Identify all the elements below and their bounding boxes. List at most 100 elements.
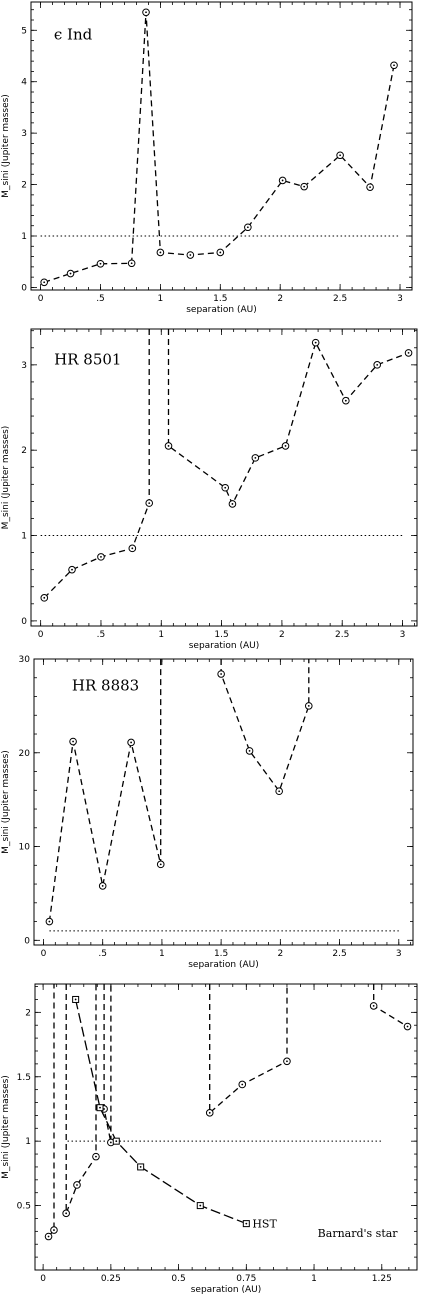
- data-point-dot: [344, 399, 347, 402]
- data-point-dot: [53, 1229, 55, 1231]
- data-point-dot: [72, 740, 74, 743]
- series-label-hst: HST: [252, 1218, 277, 1231]
- y-tick-label: 30: [19, 655, 31, 665]
- data-point-dot: [65, 1212, 68, 1215]
- y-tick-label: 2: [21, 446, 27, 456]
- data-point-dot: [43, 281, 46, 284]
- data-point-dot: [286, 1060, 288, 1063]
- data-point-dot: [115, 1140, 118, 1143]
- x-tick-label: 0.25: [101, 1274, 121, 1284]
- data-point-dot: [407, 351, 410, 354]
- panel-star-label: HR 8501: [54, 351, 121, 369]
- x-tick-label: 2.5: [335, 630, 349, 640]
- x-tick-label: 0.75: [236, 1274, 256, 1284]
- data-point-dot: [246, 226, 249, 229]
- y-tick-label: 0: [21, 283, 27, 293]
- y-tick-label: 0: [24, 936, 30, 946]
- series-line-segment: [65, 984, 97, 1214]
- data-point-dot: [254, 456, 257, 459]
- y-tick-label: 2: [21, 181, 27, 191]
- y-tick-label: 20: [19, 749, 31, 759]
- data-point-dot: [199, 1204, 202, 1207]
- series-line-segment: [43, 12, 395, 283]
- data-point-dot: [307, 704, 310, 707]
- data-point-dot: [139, 1166, 142, 1168]
- data-point-dot: [241, 1083, 244, 1086]
- y-tick-label: 3: [21, 361, 27, 371]
- x-axis-title: separation (AU): [188, 960, 259, 970]
- data-point-dot: [159, 863, 162, 866]
- y-tick-label: 0.5: [17, 1202, 31, 1212]
- data-point-dot: [71, 568, 73, 571]
- data-point-dot: [376, 363, 379, 366]
- data-point-dot: [43, 596, 46, 599]
- x-tick-label: 1.25: [372, 1274, 392, 1284]
- x-tick-label: 2: [279, 630, 285, 640]
- data-point-dot: [281, 179, 284, 182]
- series-line-segment: [48, 984, 55, 1237]
- data-point-dot: [167, 445, 170, 447]
- x-tick-label: 0.5: [171, 1274, 185, 1284]
- x-axis-title: separation (AU): [186, 305, 257, 315]
- data-point-dot: [339, 154, 342, 157]
- data-point-dot: [220, 673, 223, 675]
- data-point-dot: [95, 1155, 97, 1158]
- data-point-dot: [189, 254, 192, 256]
- data-point-dot: [100, 555, 102, 558]
- y-tick-label: 4: [21, 78, 27, 88]
- x-tick-label: 1.5: [213, 294, 227, 304]
- x-axis-title: separation (AU): [191, 1285, 262, 1294]
- x-tick-label: 2.5: [333, 294, 347, 304]
- x-tick-label: 0: [38, 294, 44, 304]
- y-tick-label: 1: [21, 532, 27, 542]
- series-line-segment: [103, 984, 112, 1143]
- data-point-dot: [131, 547, 134, 550]
- y-axis-title: M_sini (Jupiter masses): [1, 750, 11, 854]
- data-point-dot: [101, 885, 104, 887]
- data-point-dot: [245, 1222, 248, 1225]
- plot-frame: [30, 1, 413, 291]
- x-tick-label: 1.5: [214, 630, 228, 640]
- x-tick-label: 3: [397, 294, 403, 304]
- data-point-dot: [145, 11, 147, 14]
- y-axis-title: M_sini (Jupiter masses): [1, 94, 11, 198]
- x-tick-label: 1: [159, 949, 165, 959]
- x-tick-label: 2: [277, 294, 283, 304]
- data-point-dot: [109, 1141, 112, 1144]
- series-msini: [40, 8, 398, 287]
- data-point-dot: [48, 920, 51, 923]
- x-tick-label: 1: [158, 630, 164, 640]
- data-point-dot: [248, 749, 251, 752]
- data-point-dot: [369, 186, 371, 189]
- y-axis-title: M_sini (Jupiter masses): [1, 426, 11, 530]
- data-point-dot: [284, 445, 287, 447]
- y-tick-label: 2: [25, 1008, 31, 1018]
- y-tick-label: 10: [19, 843, 31, 853]
- panel-star-label: Barnard's star: [318, 1227, 399, 1240]
- series-msini: [45, 659, 313, 926]
- data-point-dot: [69, 272, 72, 275]
- series-line-segment: [74, 999, 247, 1225]
- data-point-dot: [103, 1108, 105, 1110]
- series-line-segment: [167, 329, 409, 506]
- data-point-dot: [208, 1111, 211, 1114]
- data-point-dot: [219, 251, 222, 254]
- chart-panel-1: 0 .5 1 1.5 2 2.5 3 0 1 2 3 4 5 separation (AU) M_sini …: [1, 1, 413, 315]
- data-point-dot: [76, 1184, 78, 1186]
- data-point-dot: [231, 503, 234, 505]
- series-line-segment: [48, 659, 162, 922]
- x-tick-label: 2.5: [332, 949, 346, 959]
- x-axis-title: separation (AU): [189, 641, 260, 651]
- series-msini: [44, 984, 412, 1241]
- data-point-dot: [74, 998, 77, 1001]
- plot-frame: [33, 658, 414, 946]
- x-tick-label: 0: [41, 949, 47, 959]
- data-point-dot: [224, 486, 227, 489]
- y-axis-title: M_sini (Jupiter masses): [1, 1075, 11, 1179]
- series-line-segment: [209, 984, 288, 1115]
- chart-panel-4: 0 0.25 0.5 0.75 1 1.25 0.5 1 1.5 2 separation (AU)…: [1, 983, 418, 1294]
- x-tick-label: 0: [40, 1274, 46, 1284]
- x-tick-label: 1: [311, 1274, 317, 1284]
- x-tick-label: 1: [158, 294, 164, 304]
